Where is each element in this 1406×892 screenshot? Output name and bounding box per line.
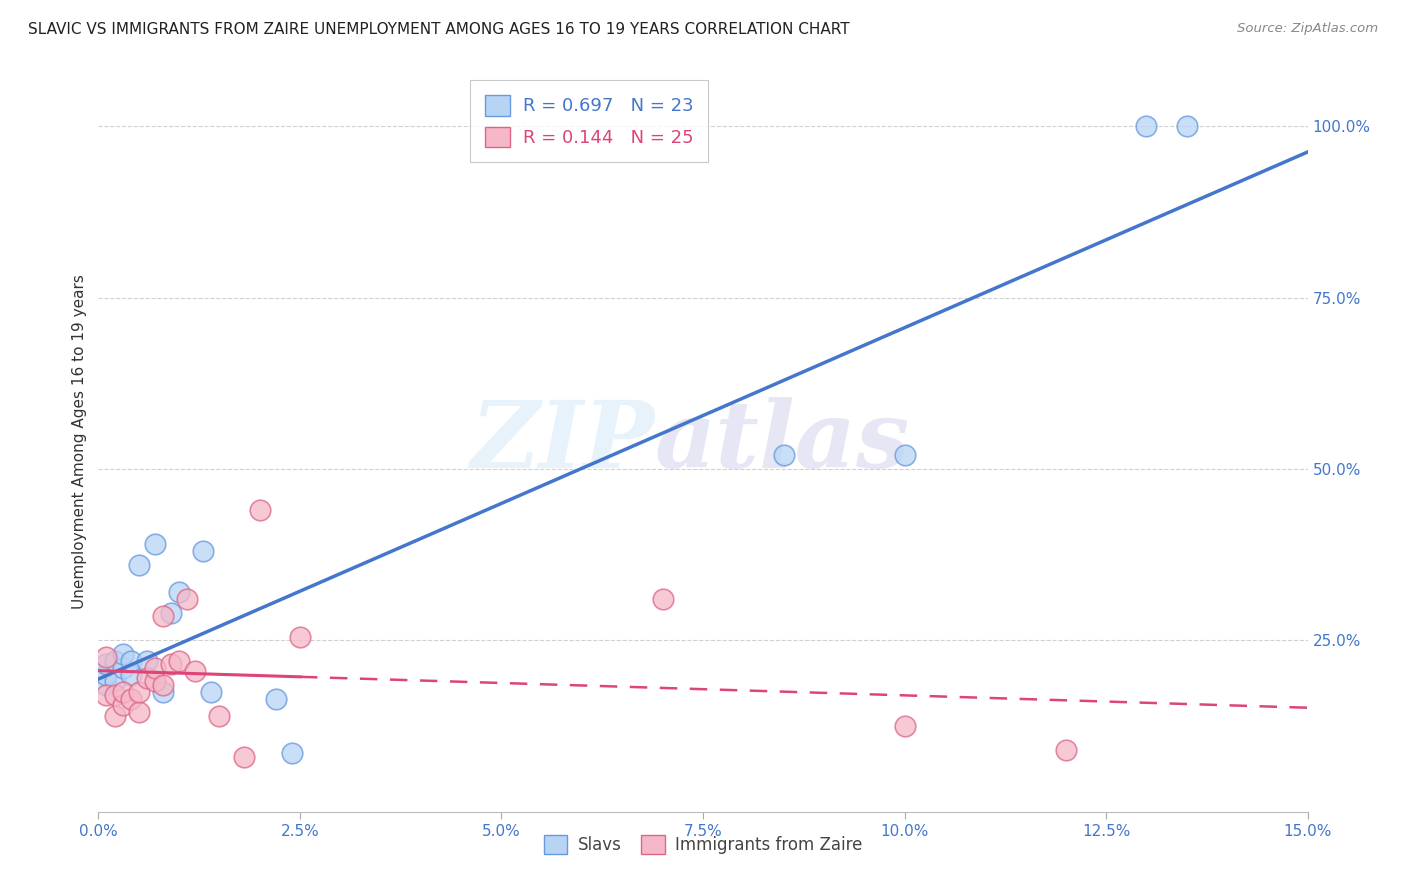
Text: SLAVIC VS IMMIGRANTS FROM ZAIRE UNEMPLOYMENT AMONG AGES 16 TO 19 YEARS CORRELATI: SLAVIC VS IMMIGRANTS FROM ZAIRE UNEMPLOY… <box>28 22 849 37</box>
Point <box>96 667 118 681</box>
Point <box>176 592 198 607</box>
Point <box>184 664 207 678</box>
Text: atlas: atlas <box>655 397 910 486</box>
Point <box>120 654 142 668</box>
Point <box>167 654 190 668</box>
Point <box>193 544 215 558</box>
Point <box>160 657 183 672</box>
Point <box>103 708 125 723</box>
Point <box>200 685 222 699</box>
Point <box>143 674 166 689</box>
Point <box>96 650 118 665</box>
Point <box>167 585 190 599</box>
Point <box>288 630 311 644</box>
Point <box>249 503 271 517</box>
Point <box>1175 119 1198 133</box>
Point <box>96 688 118 702</box>
Point <box>208 708 231 723</box>
Point <box>152 685 174 699</box>
Text: Source: ZipAtlas.com: Source: ZipAtlas.com <box>1237 22 1378 36</box>
Point <box>1135 119 1157 133</box>
Point <box>111 685 134 699</box>
Point <box>160 606 183 620</box>
Point <box>103 674 125 689</box>
Point <box>135 671 157 685</box>
Point <box>281 747 304 761</box>
Legend: Slavs, Immigrants from Zaire: Slavs, Immigrants from Zaire <box>536 827 870 863</box>
Point <box>232 750 254 764</box>
Point <box>264 691 287 706</box>
Point <box>96 678 118 692</box>
Text: ZIP: ZIP <box>471 397 655 486</box>
Point <box>111 698 134 713</box>
Point <box>120 667 142 681</box>
Y-axis label: Unemployment Among Ages 16 to 19 years: Unemployment Among Ages 16 to 19 years <box>72 274 87 609</box>
Point <box>128 558 150 572</box>
Point <box>152 609 174 624</box>
Point <box>1054 743 1077 757</box>
Point <box>111 647 134 661</box>
Point <box>103 688 125 702</box>
Point <box>143 661 166 675</box>
Point <box>893 719 915 733</box>
Point <box>128 706 150 720</box>
Point <box>128 685 150 699</box>
Point <box>651 592 673 607</box>
Point <box>152 678 174 692</box>
Point <box>103 654 125 668</box>
Point <box>143 537 166 551</box>
Point <box>135 654 157 668</box>
Point <box>893 448 915 462</box>
Point <box>120 691 142 706</box>
Point <box>772 448 794 462</box>
Point <box>111 661 134 675</box>
Point <box>96 657 118 672</box>
